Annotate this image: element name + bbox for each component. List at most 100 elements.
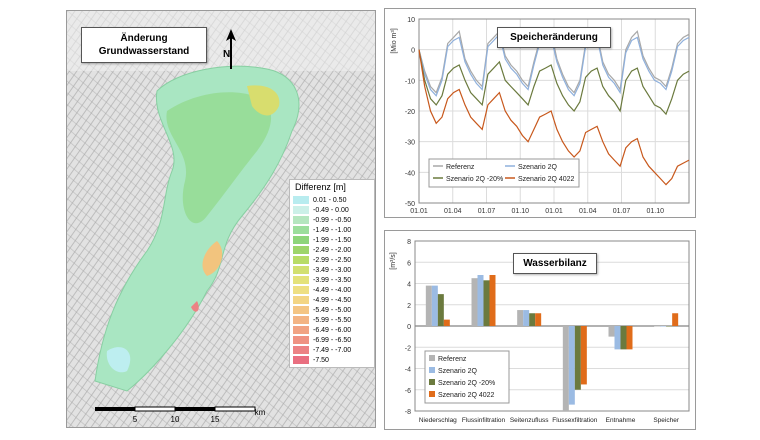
legend-swatch <box>293 236 309 244</box>
chart-legend <box>428 158 580 188</box>
legend-item: -5.99 - -5.50 <box>293 315 371 325</box>
y-tick-label: 8 <box>407 239 411 246</box>
legend-label: -3.49 - -3.00 <box>313 266 352 274</box>
legend-label: -4.99 - -4.50 <box>313 296 352 304</box>
category-label: Flussexfiltration <box>552 417 598 424</box>
bar <box>483 280 490 326</box>
legend-swatch <box>293 206 309 214</box>
legend-item: -2.49 - -2.00 <box>293 245 371 255</box>
bar <box>431 285 438 326</box>
x-tick-label: 01.07 <box>478 208 496 215</box>
y-tick-label: -50 <box>405 201 415 208</box>
legend-item: -6.99 - -6.50 <box>293 335 371 345</box>
legend-swatch <box>429 379 435 385</box>
x-tick-label: 01.01 <box>410 208 428 215</box>
bar <box>580 326 587 385</box>
groundwater-map-panel: Änderung Grundwasserstand N Differenz [m… <box>66 10 376 428</box>
legend-label: -2.49 - -2.00 <box>313 246 352 254</box>
legend-label: -1.49 - -1.00 <box>313 226 352 234</box>
legend-swatch <box>429 391 435 397</box>
legend-item: -1.99 - -1.50 <box>293 235 371 245</box>
legend-swatch <box>293 196 309 204</box>
legend-label: Szenario 2Q 4022 <box>518 176 575 183</box>
y-tick-label: 0 <box>411 48 415 55</box>
legend-swatch <box>293 256 309 264</box>
legend-label: -0.99 - -0.50 <box>313 216 352 224</box>
bar <box>562 326 569 411</box>
north-label: N <box>223 49 231 60</box>
legend-label: -3.99 - -3.50 <box>313 276 352 284</box>
legend-swatch <box>293 326 309 334</box>
bar <box>574 326 581 390</box>
bar <box>477 275 484 326</box>
legend-label: -6.49 - -6.00 <box>313 326 352 334</box>
category-label: Niederschlag <box>419 417 457 424</box>
legend-item: -5.49 - -5.00 <box>293 305 371 315</box>
legend-swatch <box>293 286 309 294</box>
legend-swatch <box>429 355 435 361</box>
legend-label: Szenario 2Q <box>438 368 477 375</box>
y-tick-label: -8 <box>405 409 411 416</box>
legend-title: Differenz [m] <box>295 182 346 192</box>
category-label: Flussinfiltration <box>462 417 506 424</box>
bar <box>437 294 444 326</box>
plot-frame <box>414 240 690 412</box>
legend-item: -0.49 - 0.00 <box>293 205 371 215</box>
north-arrow-icon: N <box>221 29 241 69</box>
legend-label: -4.49 - -4.00 <box>313 286 352 294</box>
y-tick-label: 2 <box>407 303 411 310</box>
category-label: Speicher <box>653 417 679 424</box>
scale-label-15: 15 <box>211 415 220 424</box>
legend-item: -4.99 - -4.50 <box>293 295 371 305</box>
legend-item: -7.49 - -7.00 <box>293 345 371 355</box>
bar <box>535 313 542 326</box>
legend-label: -2.99 - -2.50 <box>313 256 352 264</box>
series-line <box>418 49 690 186</box>
scale-label-5: 5 <box>133 415 138 424</box>
y-tick-label: 10 <box>407 17 415 24</box>
legend-label: -6.99 - -6.50 <box>313 336 352 344</box>
map-legend: Differenz [m] 0.01 - 0.50 -0.49 - 0.00 -0.… <box>289 179 375 368</box>
x-tick-label: 01.07 <box>613 208 631 215</box>
storage-change-chart-panel: 10 0 -10 -20 -30 -40 -50 01.01 01.04 01.07 01.10 01… <box>384 8 696 218</box>
bar <box>523 310 530 326</box>
legend-label: Szenario 2Q <box>518 164 557 171</box>
bar <box>660 326 667 327</box>
chart-legend <box>424 350 510 404</box>
water-balance-title: Wasserbilanz <box>513 253 597 274</box>
legend-label: Szenario 2Q 4022 <box>438 392 495 399</box>
bar <box>529 313 536 326</box>
bar <box>471 278 478 326</box>
bar <box>626 326 633 350</box>
legend-swatch <box>293 306 309 314</box>
map-title-line1: Änderung <box>120 33 168 44</box>
bar <box>517 310 524 326</box>
scale-label-10: 10 <box>171 415 180 424</box>
water-balance-chart-panel: 8 6 4 2 0 -2 -4 -6 -8 [m³/s] Niederschlag Flussinfi… <box>384 230 696 430</box>
y-tick-label: 0 <box>407 324 411 331</box>
x-tick-label: 01.04 <box>579 208 597 215</box>
legend-label: Szenario 2Q -20% <box>438 380 495 387</box>
map-title-line2: Grundwasserstand <box>98 46 190 57</box>
bar <box>614 326 621 350</box>
legend-item: -3.49 - -3.00 <box>293 265 371 275</box>
y-tick-label: 4 <box>407 282 411 289</box>
y-tick-label: -2 <box>405 345 411 352</box>
y-tick-label: -6 <box>405 388 411 395</box>
y-axis-label: [m³/s] <box>390 252 397 270</box>
legend-swatch <box>293 216 309 224</box>
legend-item: -3.99 - -3.50 <box>293 275 371 285</box>
bar <box>672 313 679 326</box>
legend-label: -1.99 - -1.50 <box>313 236 352 244</box>
legend-swatch <box>293 246 309 254</box>
legend-label: -5.49 - -5.00 <box>313 306 352 314</box>
bar <box>443 319 450 326</box>
legend-label: -5.99 - -5.50 <box>313 316 352 324</box>
series-line <box>418 49 690 116</box>
legend-label: -7.49 - -7.00 <box>313 346 352 354</box>
bar <box>620 326 627 350</box>
legend-item: -4.49 - -4.00 <box>293 285 371 295</box>
bar <box>425 285 432 326</box>
map-title: Änderung Grundwasserstand <box>81 27 207 63</box>
